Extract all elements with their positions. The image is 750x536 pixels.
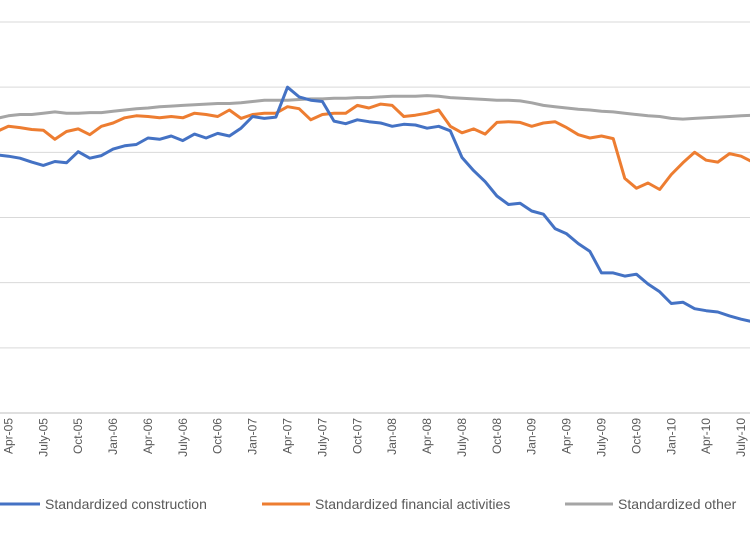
x-tick-label: Apr-10 [699,418,713,454]
x-tick-label: July-06 [176,418,190,457]
x-tick-label: July-05 [36,418,50,457]
x-tick-label: Apr-09 [560,418,574,454]
x-tick-label: Apr-08 [420,418,434,454]
x-axis-tick-labels: Apr-05 July-05 Oct-05 Jan-06 Apr-06 July-06 Oc… [1,418,748,457]
x-tick-label: Oct-05 [71,418,85,454]
x-tick-label: Jan-09 [525,418,539,455]
x-tick-label: Oct-09 [629,418,643,454]
legend-label: Standardized financial activities [315,496,510,512]
x-tick-label: Apr-06 [141,418,155,454]
series-lines [0,85,750,323]
legend-label: Standardized construction [45,496,207,512]
series-line-3 [0,94,750,121]
gridlines [0,21,750,414]
series-line-2 [0,102,750,191]
legend: Standardized construction Standardized fi… [0,496,737,512]
x-tick-label: Apr-07 [281,418,295,454]
x-tick-label: Jan-07 [246,418,260,455]
x-tick-label: July-07 [315,418,329,457]
legend-label: Standardized other [618,496,737,512]
series-line-1 [0,85,750,323]
x-tick-label: Apr-05 [1,418,15,454]
x-tick-label: Jan-06 [106,418,120,455]
x-tick-label: Oct-07 [350,418,364,454]
x-tick-label: Jan-08 [385,418,399,455]
x-tick-label: Jan-10 [664,418,678,455]
x-tick-label: July-08 [455,418,469,457]
x-tick-label: Oct-06 [211,418,225,454]
x-tick-label: Oct-08 [490,418,504,454]
x-tick-label: July-10 [734,418,748,457]
x-tick-label: July-09 [595,418,609,457]
